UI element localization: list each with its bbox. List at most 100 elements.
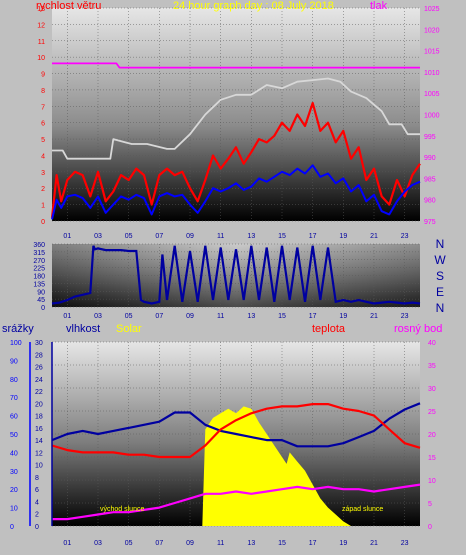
direction-tick-label: 45	[37, 297, 45, 304]
panel-climate-label: vlhkost	[66, 323, 100, 335]
compass-label: N	[436, 301, 445, 315]
temp-tick-label: 20	[428, 432, 436, 439]
x-tick-label: 11	[217, 233, 224, 240]
humidity-tick-label: 20	[35, 401, 43, 408]
pressure-tick-label: 1020	[424, 27, 440, 34]
rain-tick-label: 40	[10, 450, 18, 457]
x-tick-label: 01	[63, 313, 71, 320]
rain-tick-label: 80	[10, 377, 18, 384]
humidity-tick-label: 4	[35, 499, 39, 506]
x-tick-label: 17	[309, 313, 317, 320]
series-line-2	[50, 101, 421, 218]
x-tick-label: 07	[155, 313, 163, 320]
humidity-tick-label: 16	[35, 426, 43, 433]
wind-tick-label: 3	[41, 170, 45, 177]
direction-tick-label: 360	[33, 242, 45, 249]
x-tick-label: 09	[186, 313, 194, 320]
panel-direction-series	[51, 245, 421, 305]
wind-tick-label: 9	[41, 72, 45, 79]
panel-climate-grid	[52, 341, 420, 527]
temp-tick-label: 25	[428, 409, 436, 416]
x-tick-label: 15	[278, 540, 286, 547]
chart-title: 24 hour graph day : 08 July 2018	[173, 0, 334, 12]
rain-tick-label: 0	[10, 524, 14, 531]
wind-tick-label: 13	[37, 6, 45, 13]
panel-wind-pressure-series	[50, 62, 421, 220]
wind-tick-label: 6	[41, 121, 45, 128]
wind-tick-label: 8	[41, 88, 45, 95]
climate-line-teplota	[51, 403, 421, 459]
temp-tick-label: 5	[428, 501, 432, 508]
rain-tick-label: 100	[10, 340, 22, 347]
humidity-tick-label: 14	[35, 438, 43, 445]
direction-tick-label: 315	[33, 250, 45, 257]
x-tick-label: 05	[125, 233, 133, 240]
direction-tick-label: 135	[33, 281, 45, 288]
x-tick-label: 21	[370, 313, 378, 320]
humidity-tick-label: 28	[35, 352, 43, 359]
compass-label: N	[436, 237, 445, 251]
panel-climate-label: Solar	[116, 323, 142, 335]
x-tick-label: 05	[125, 313, 133, 320]
direction-tick-label: 90	[37, 289, 45, 296]
x-tick-label: 15	[278, 233, 286, 240]
compass-label: S	[436, 269, 444, 283]
temp-tick-label: 15	[428, 455, 436, 462]
panel-climate-label: teplota	[312, 323, 346, 335]
rain-tick-label: 10	[10, 506, 18, 513]
wind-tick-label: 10	[37, 55, 45, 62]
rain-tick-label: 30	[10, 469, 18, 476]
wind-tick-label: 11	[38, 39, 45, 46]
humidity-tick-label: 10	[35, 463, 43, 470]
panel-climate-series	[51, 402, 421, 526]
x-tick-label: 19	[339, 540, 347, 547]
pressure-tick-label: 980	[424, 198, 436, 205]
x-tick-label: 23	[401, 233, 409, 240]
x-tick-label: 09	[186, 540, 194, 547]
direction-tick-label: 225	[33, 266, 45, 273]
pressure-tick-label: 1025	[424, 6, 440, 13]
x-tick-label: 07	[155, 540, 163, 547]
x-tick-label: 17	[309, 540, 317, 547]
humidity-tick-label: 22	[35, 389, 43, 396]
x-tick-label: 17	[309, 233, 317, 240]
wind-tick-label: 5	[41, 137, 45, 144]
panel-climate-label: srážky	[2, 323, 34, 335]
compass-label: E	[436, 285, 444, 299]
wind-tick-label: 4	[41, 153, 45, 160]
humidity-tick-label: 24	[35, 377, 43, 384]
compass-label: W	[434, 253, 446, 267]
panel-wind-pressure-bg	[52, 8, 420, 221]
x-tick-label: 07	[155, 233, 163, 240]
direction-tick-label: 270	[33, 258, 45, 265]
temp-tick-label: 0	[428, 524, 432, 531]
x-tick-label: 03	[94, 313, 102, 320]
x-tick-label: 23	[401, 313, 409, 320]
x-tick-label: 15	[278, 313, 286, 320]
rain-tick-label: 20	[10, 487, 18, 494]
panel-climate-label: rosný bod	[394, 323, 442, 335]
wind-tick-label: 12	[37, 22, 45, 29]
x-tick-label: 05	[125, 540, 133, 547]
wind-tick-label: 1	[41, 203, 45, 210]
panel-direction-axes: 01 03 05 07 09 11 13 15 17 19 21 23 0459013518022527…	[33, 242, 408, 320]
series-line-3	[51, 164, 421, 220]
pressure-tick-label: 995	[424, 134, 436, 141]
x-tick-label: 03	[94, 540, 102, 547]
humidity-tick-label: 30	[35, 340, 43, 347]
pressure-axis-label: tlak	[370, 0, 388, 12]
temp-tick-label: 30	[428, 386, 436, 393]
humidity-tick-label: 12	[35, 450, 43, 457]
pressure-tick-label: 990	[424, 155, 436, 162]
series-line-1	[52, 77, 420, 160]
humidity-tick-label: 8	[35, 475, 39, 482]
sunrise-annotation: východ slunce	[100, 506, 144, 513]
rain-tick-label: 90	[10, 358, 18, 365]
x-tick-label: 03	[94, 233, 102, 240]
series-line-0	[52, 62, 420, 69]
x-tick-label: 13	[247, 540, 255, 547]
wind-tick-label: 2	[41, 186, 45, 193]
